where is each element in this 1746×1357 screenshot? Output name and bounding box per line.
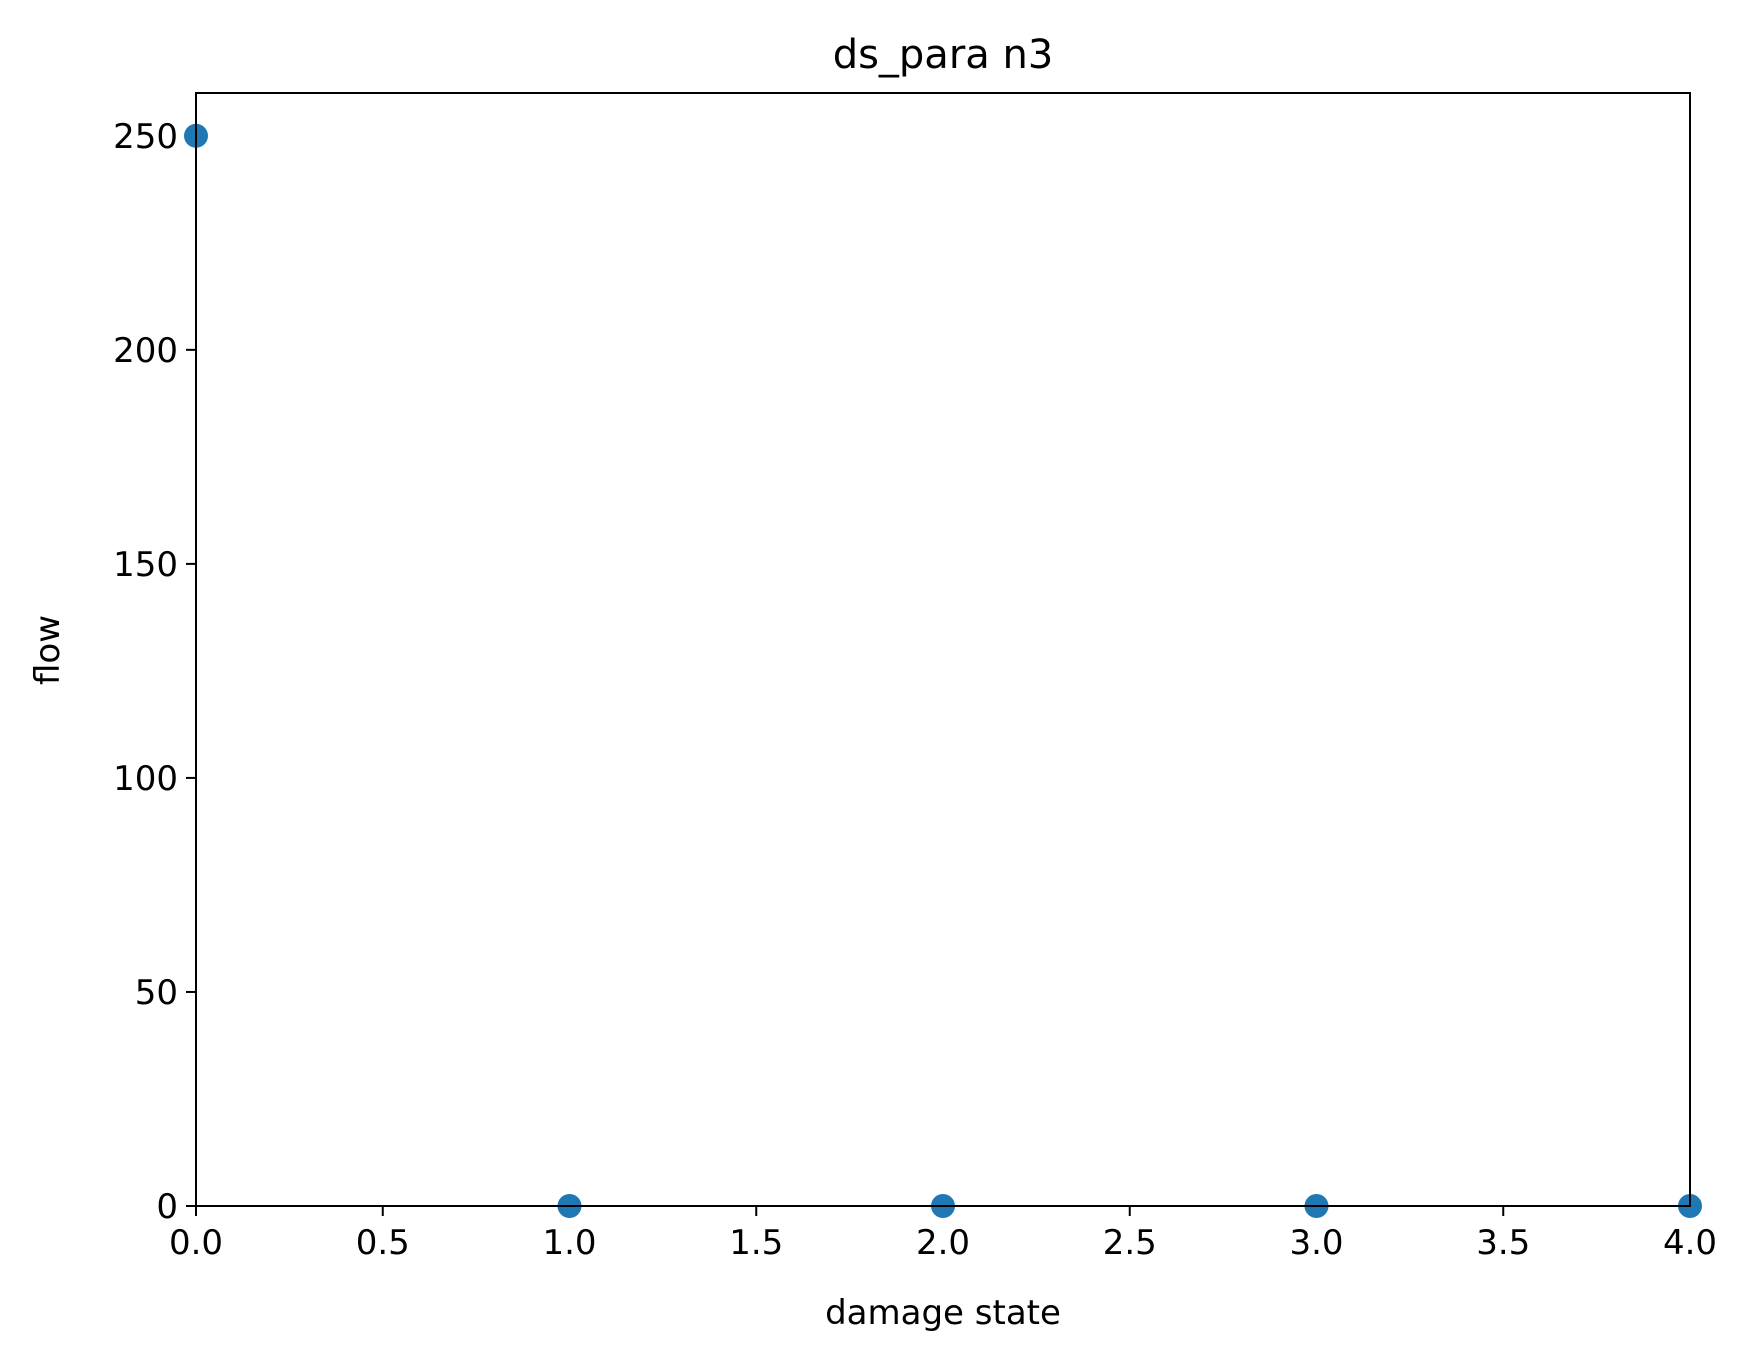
plot-frame: [195, 92, 1691, 1207]
x-tick-label: 0.5: [356, 1223, 410, 1263]
x-tick-label: 1.5: [729, 1223, 783, 1263]
x-tick-label: 2.5: [1103, 1223, 1157, 1263]
x-axis-label: damage state: [825, 1293, 1061, 1333]
x-tick-label: 3.5: [1476, 1223, 1530, 1263]
x-tick-label: 1.0: [542, 1223, 596, 1263]
y-tick-label: 200: [113, 331, 178, 371]
y-tick-label: 100: [113, 759, 178, 799]
x-tick-label: 0.0: [169, 1223, 223, 1263]
y-tick-label: 150: [113, 545, 178, 585]
y-tick-label: 250: [113, 117, 178, 157]
x-tick-label: 2.0: [916, 1223, 970, 1263]
x-tick-label: 4.0: [1663, 1223, 1717, 1263]
data-points: [184, 123, 1702, 1218]
x-axis-ticks: 0.0 0.5 1.0 1.5 2.0 2.5 3.0 3.5 4.0: [169, 1206, 1717, 1263]
y-axis-ticks: 0 50 100 150 200 250: [113, 117, 196, 1227]
chart-title: ds_para n3: [833, 32, 1054, 78]
y-tick-label: 50: [135, 973, 178, 1013]
y-axis-label: flow: [28, 615, 68, 685]
y-tick-label: 0: [156, 1187, 178, 1227]
x-tick-label: 3.0: [1289, 1223, 1343, 1263]
